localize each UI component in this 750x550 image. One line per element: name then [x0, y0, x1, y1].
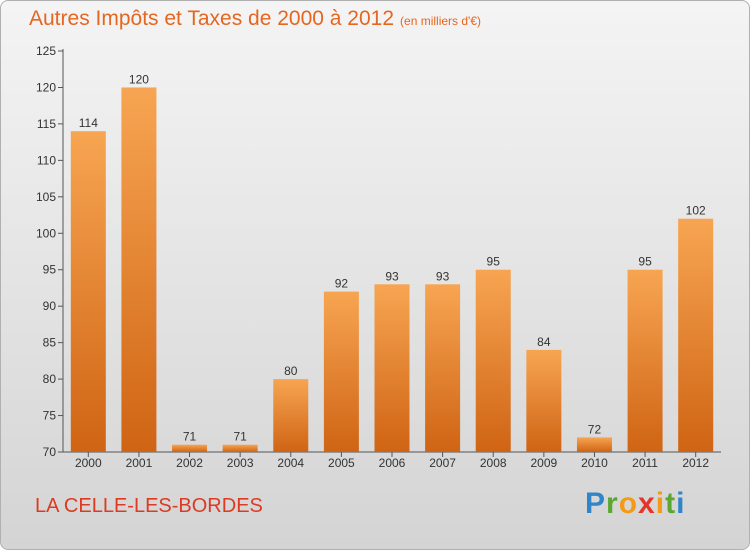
data-label-2005: 92 [335, 277, 349, 291]
x-tick-label-2006: 2006 [379, 456, 406, 470]
data-label-2000: 114 [79, 116, 98, 130]
bar-2006 [374, 284, 410, 452]
bar-2011 [627, 269, 663, 452]
bar-2002 [172, 444, 208, 452]
y-tick-label: 115 [37, 117, 56, 131]
bar-2012 [678, 218, 714, 452]
x-tick-label-2012: 2012 [682, 456, 709, 470]
bar-2005 [323, 291, 359, 452]
y-tick-label: 95 [43, 263, 57, 277]
x-tick-label-2007: 2007 [429, 456, 456, 470]
proxiti-logo: Proxiti [585, 487, 685, 521]
logo-letter: x [638, 487, 656, 520]
bar-2001 [121, 87, 157, 453]
commune-name: LA CELLE-LES-BORDES [35, 495, 263, 517]
x-tick-label-2003: 2003 [227, 456, 254, 470]
x-tick-label-2008: 2008 [480, 456, 507, 470]
data-label-2006: 93 [385, 269, 399, 283]
bar-2003 [222, 444, 258, 452]
data-label-2010: 72 [588, 422, 602, 436]
data-label-2011: 95 [638, 255, 652, 269]
x-tick-label-2000: 2000 [75, 456, 102, 470]
y-tick-label: 90 [43, 299, 57, 313]
x-tick-label-2011: 2011 [632, 456, 658, 470]
y-tick-label: 105 [36, 190, 56, 204]
data-label-2012: 102 [686, 204, 706, 218]
bar-2009 [526, 349, 562, 452]
data-label-2008: 95 [487, 255, 501, 269]
y-tick-label: 125 [36, 44, 56, 58]
logo-letter: r [606, 487, 619, 520]
bar-2010 [576, 437, 612, 452]
data-label-2009: 84 [537, 335, 551, 349]
bar-2007 [425, 284, 461, 452]
bar-2008 [475, 269, 511, 452]
data-label-2002: 71 [183, 430, 197, 444]
chart-subtitle: (en milliers d'€) [400, 14, 482, 28]
logo-letter: i [676, 487, 686, 520]
y-tick-label: 75 [43, 409, 57, 423]
y-tick-label: 70 [43, 445, 57, 459]
chart-title-text: Autres Impôts et Taxes de 2000 à 2012 [29, 7, 395, 30]
x-tick-label-2010: 2010 [581, 456, 608, 470]
y-tick-label: 85 [43, 336, 57, 350]
data-label-2001: 120 [129, 72, 149, 86]
logo-letter: i [655, 487, 666, 520]
y-tick-label: 100 [36, 226, 56, 240]
data-label-2004: 80 [284, 364, 298, 378]
chart-title: Autres Impôts et Taxes de 2000 à 2012 (en… [29, 7, 481, 31]
bar-2000 [70, 131, 106, 452]
x-tick-label-2001: 2001 [126, 456, 153, 470]
logo-letter: P [585, 487, 607, 520]
x-tick-label-2009: 2009 [530, 456, 557, 470]
x-tick-label-2002: 2002 [176, 456, 203, 470]
data-label-2003: 71 [233, 430, 247, 444]
y-tick-label: 120 [36, 80, 56, 94]
y-tick-label: 80 [43, 372, 57, 386]
logo-letter: o [618, 487, 639, 520]
bars [70, 87, 714, 453]
bar-2004 [273, 379, 309, 452]
logo-letter: t [665, 487, 677, 520]
y-tick-label: 110 [37, 153, 56, 167]
data-labels: 114 120 71 71 80 92 93 93 95 84 72 95 102 [79, 72, 706, 443]
x-tick-label-2004: 2004 [277, 456, 304, 470]
data-label-2007: 93 [436, 269, 450, 283]
x-tick-label-2005: 2005 [328, 456, 355, 470]
